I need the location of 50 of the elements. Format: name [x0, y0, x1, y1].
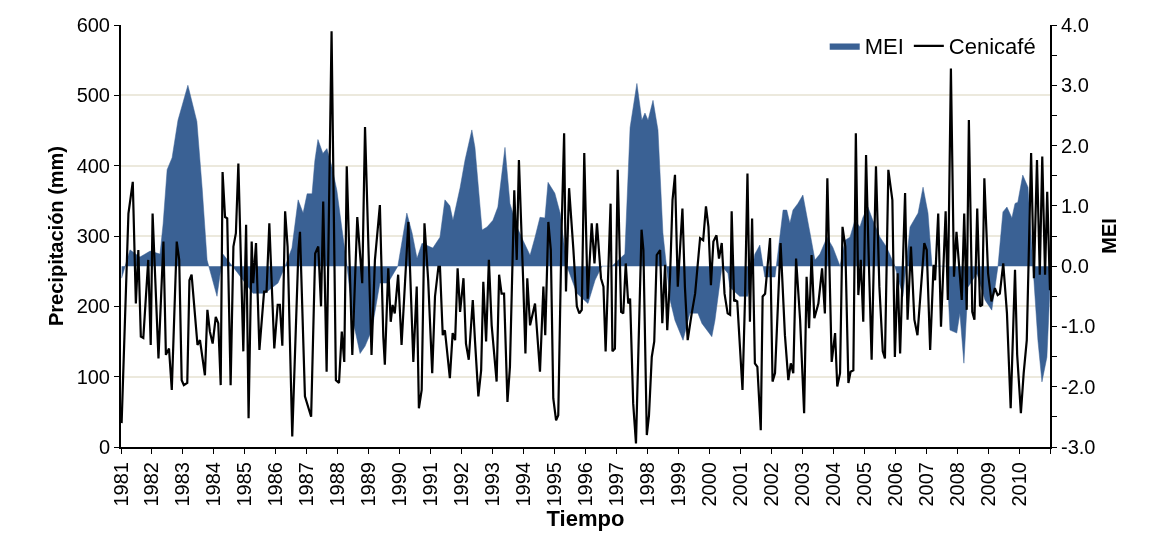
y-tick-label: 500	[76, 84, 110, 107]
x-tick-label: 1982	[140, 462, 163, 507]
x-tick-label: 2009	[976, 462, 999, 507]
y-tick-label: 0	[98, 436, 110, 458]
x-tick-label: 2003	[790, 462, 813, 507]
x-tick-label: 1985	[233, 462, 256, 507]
y-axis-title: Precipitación (mm)	[44, 145, 67, 327]
y2-tick-label: -3.0	[1061, 436, 1096, 458]
x-tick-label: 1998	[635, 462, 658, 507]
y-tick-label: 300	[76, 225, 110, 247]
y2-tick-label: -2.0	[1061, 375, 1096, 398]
x-tick-label: 1994	[512, 462, 535, 507]
y2-tick-label: 2.0	[1061, 134, 1089, 157]
y-tick-label: 100	[76, 365, 110, 388]
y2-tick-label: 1.0	[1061, 194, 1089, 217]
y2-tick-label: 0.0	[1061, 255, 1089, 278]
y-tick-label: 400	[76, 154, 110, 177]
x-tick-label: 1991	[419, 462, 442, 507]
x-tick-label: 1996	[574, 462, 596, 507]
x-axis-title: Tiempo	[546, 506, 625, 532]
x-tick-label: 2010	[1007, 462, 1030, 507]
x-tick-label: 1984	[202, 462, 225, 507]
x-tick-label: 1999	[666, 462, 689, 507]
x-tick-label: 2000	[697, 462, 720, 507]
legend-label: Cenicafé	[948, 34, 1036, 60]
legend-label: MEI	[864, 34, 904, 60]
y-tick-label: 200	[76, 295, 110, 318]
x-tick-label: 2001	[728, 462, 751, 507]
x-tick-label: 1988	[326, 462, 349, 507]
x-tick-label: 1981	[109, 462, 132, 507]
x-tick-label: 1989	[357, 462, 380, 507]
x-tick-label: 1987	[295, 462, 318, 507]
x-tick-label: 2007	[914, 462, 937, 507]
x-tick-label: 1997	[604, 462, 627, 507]
y2-tick-label: -1.0	[1061, 315, 1096, 338]
x-tick-label: 1986	[264, 462, 287, 507]
x-tick-label: 2002	[759, 462, 782, 507]
x-tick-label: 1995	[543, 462, 566, 507]
x-tick-label: 2006	[883, 462, 906, 507]
x-tick-label: 1990	[388, 462, 411, 507]
y2-tick-label: 4.0	[1061, 14, 1089, 36]
y-tick-label: 600	[76, 14, 110, 36]
y2-axis-title: MEI	[1098, 218, 1121, 254]
y2-tick-label: 3.0	[1061, 74, 1089, 97]
x-tick-label: 2004	[821, 462, 844, 507]
x-tick-label: 1993	[481, 462, 504, 507]
x-tick-label: 1992	[450, 462, 473, 507]
x-tick-label: 2005	[852, 462, 875, 507]
x-tick-label: 2008	[945, 462, 968, 507]
x-tick-label: 1983	[171, 462, 194, 507]
